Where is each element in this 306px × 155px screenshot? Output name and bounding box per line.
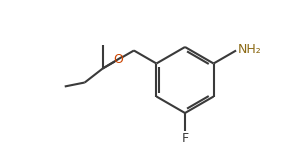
Text: NH₂: NH₂ <box>238 43 262 56</box>
Text: O: O <box>114 53 123 66</box>
Text: F: F <box>181 132 188 145</box>
